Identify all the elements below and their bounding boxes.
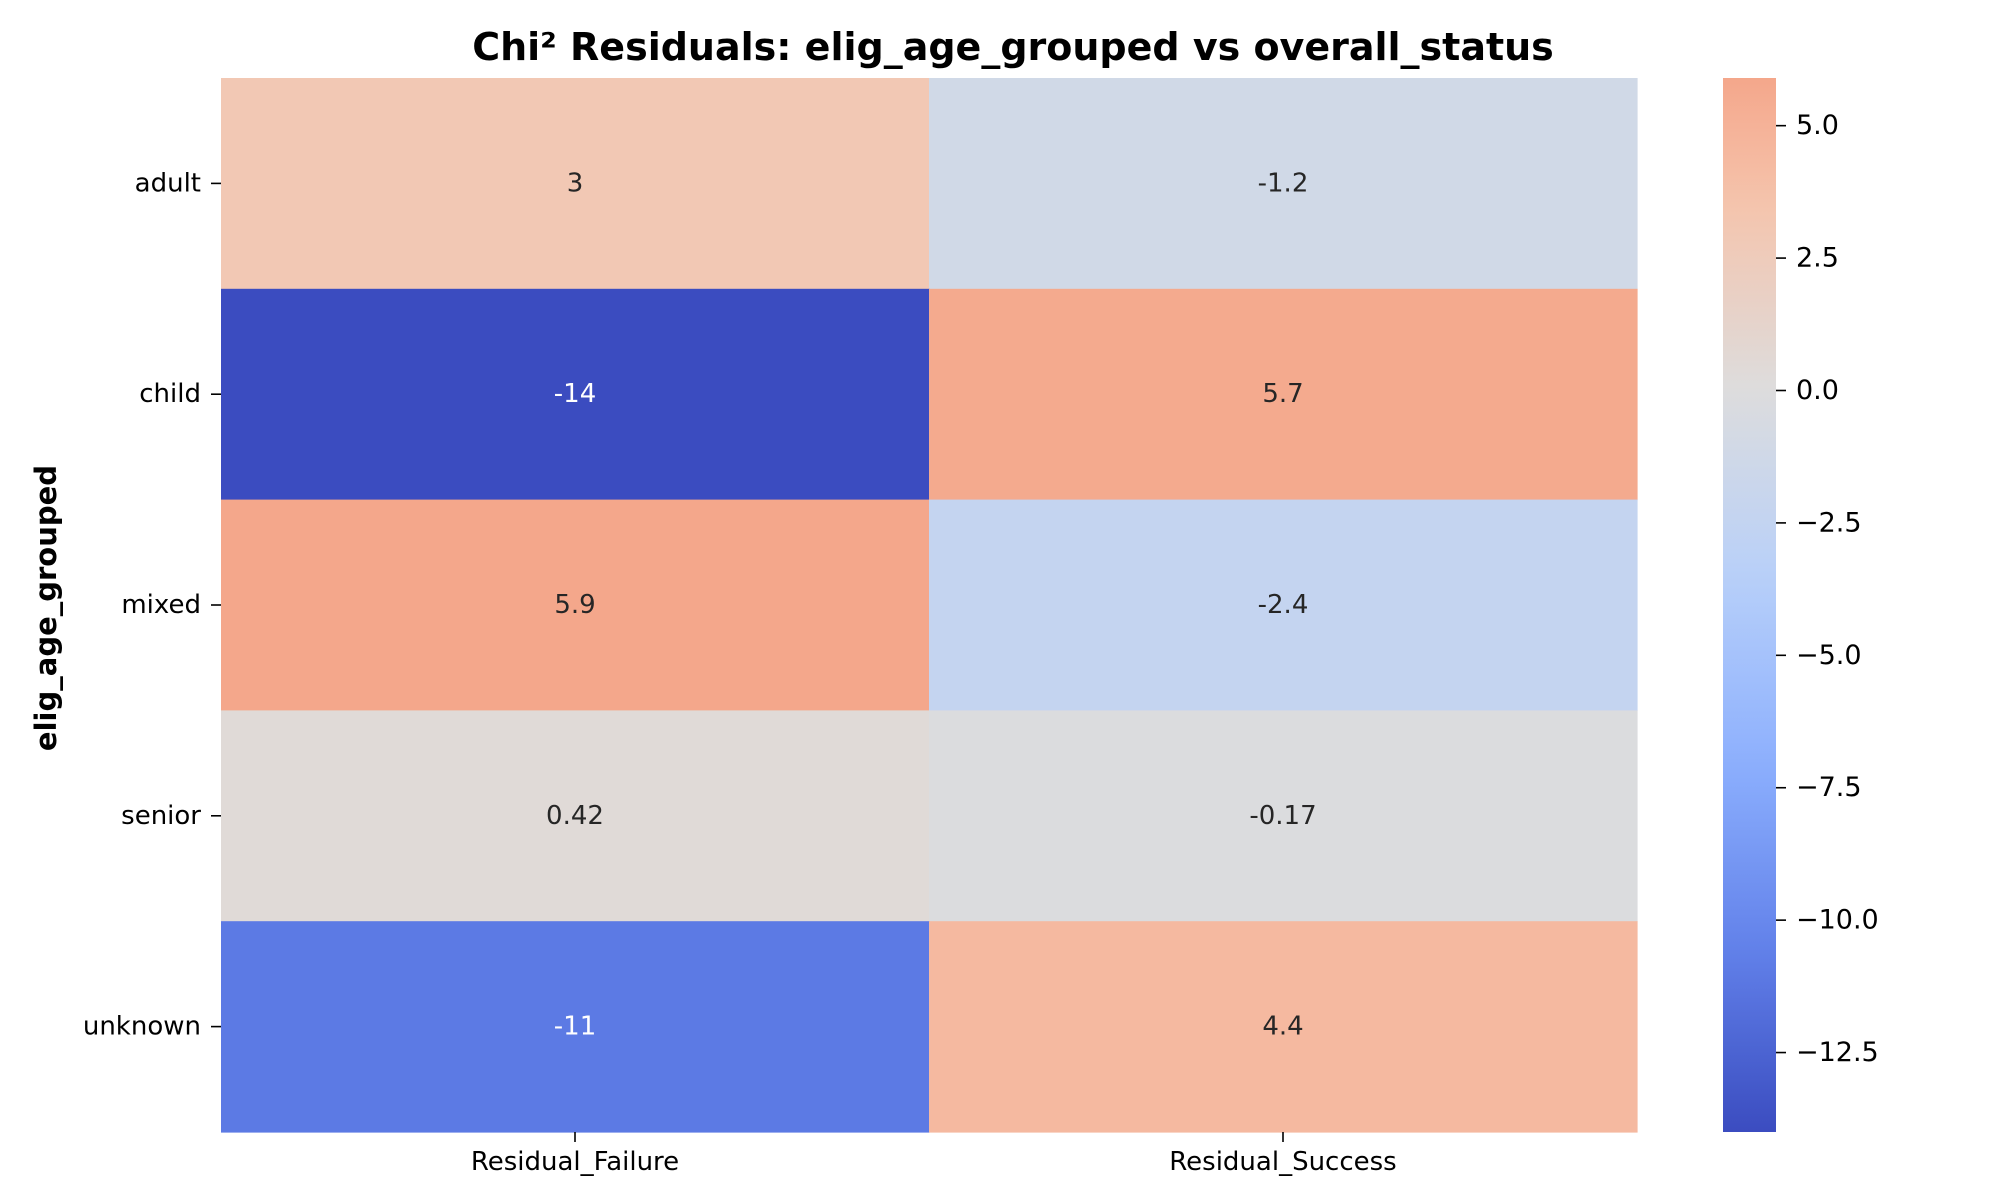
colorbar-tick-label: 0.0 <box>1796 375 1839 406</box>
y-tick-label: senior <box>121 801 201 831</box>
heatmap-cell <box>221 499 930 711</box>
heatmap-cells: 3 -1.2 -14 5.7 5.9 -2.4 0.42 -0.17 -11 4.4 <box>221 78 1638 1133</box>
cell-value-label: -1.2 <box>1258 168 1309 198</box>
cell-value-label: 3 <box>567 168 584 198</box>
cell-value-label: -2.4 <box>1258 590 1309 620</box>
heatmap-cell <box>929 499 1638 711</box>
colorbar-tick-label: −2.5 <box>1796 507 1862 538</box>
colorbar-bar <box>1723 78 1776 1132</box>
y-tick-label: child <box>139 379 201 409</box>
x-tick-label: Residual_Success <box>1169 1147 1396 1177</box>
heatmap-cell <box>221 921 930 1133</box>
y-axis-title: elig_age_grouped <box>29 465 63 751</box>
y-tick-label: mixed <box>121 590 201 620</box>
cell-value-label: 0.42 <box>546 801 604 831</box>
cell-value-label: -14 <box>554 379 596 409</box>
heatmap-cell <box>221 710 930 922</box>
cell-value-label: 5.7 <box>1262 379 1303 409</box>
colorbar-tick-label: −5.0 <box>1796 640 1862 671</box>
cell-value-label: -0.17 <box>1249 801 1316 831</box>
y-tick-label: unknown <box>83 1012 201 1042</box>
heatmap-cell <box>929 710 1638 922</box>
cell-value-label: -11 <box>554 1012 596 1042</box>
chart-title: Chi² Residuals: elig_age_grouped vs over… <box>472 25 1554 69</box>
y-axis: adult child mixed senior unknown <box>83 168 221 1042</box>
cell-value-label: 4.4 <box>1262 1012 1303 1042</box>
colorbar-tick-label: −10.0 <box>1796 905 1879 936</box>
colorbar-tick-label: 2.5 <box>1796 243 1839 274</box>
heatmap-cell <box>929 78 1638 290</box>
colorbar-axis: 5.0 2.5 0.0 −2.5 −5.0 −7.5 −10.0 −12.5 <box>1776 110 1879 1068</box>
y-tick-label: adult <box>135 168 201 198</box>
colorbar: 5.0 2.5 0.0 −2.5 −5.0 −7.5 −10.0 −12.5 <box>1723 78 1879 1132</box>
heatmap-cell <box>929 288 1638 501</box>
heatmap-cell <box>929 921 1638 1133</box>
x-tick-label: Residual_Failure <box>471 1147 679 1177</box>
heatmap-cell <box>221 288 930 501</box>
x-axis: Residual_Failure Residual_Success <box>471 1132 1397 1177</box>
heatmap-cell <box>221 78 930 290</box>
colorbar-tick-label: 5.0 <box>1796 110 1839 141</box>
colorbar-tick-label: −12.5 <box>1796 1037 1879 1068</box>
cell-value-label: 5.9 <box>554 590 595 620</box>
colorbar-tick-label: −7.5 <box>1796 772 1862 803</box>
